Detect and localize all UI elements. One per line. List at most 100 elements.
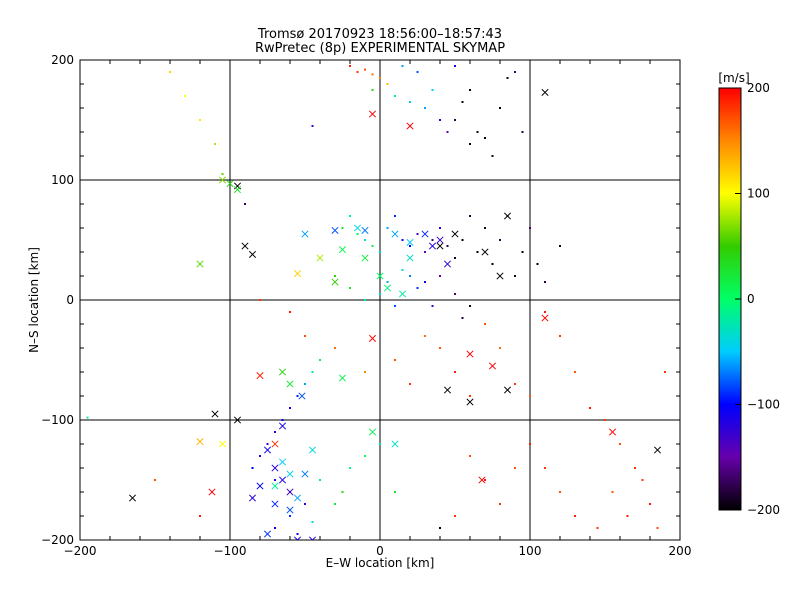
data-point-dot	[319, 479, 321, 481]
data-point-dot	[521, 131, 524, 133]
data-point-dot	[439, 527, 441, 529]
data-point-x	[353, 224, 362, 232]
data-point-dot	[424, 335, 426, 337]
data-point-dot	[439, 119, 441, 121]
colorbar-tick-label: −100	[747, 398, 780, 412]
data-point-dot	[439, 347, 441, 349]
data-point-dot	[469, 89, 471, 91]
data-point-dot	[364, 455, 366, 457]
data-point-x	[443, 260, 452, 268]
data-point-dot	[529, 443, 531, 445]
data-point-x	[398, 290, 407, 298]
data-point-dot	[349, 65, 351, 67]
data-point-x	[218, 440, 227, 448]
data-point-dot	[341, 491, 344, 493]
data-point-x	[301, 470, 309, 478]
data-point-x	[233, 186, 242, 194]
y-tick-label: 200	[51, 53, 74, 67]
data-point-dot	[409, 101, 411, 103]
data-point-x	[361, 254, 369, 262]
data-point-dot	[469, 215, 471, 217]
data-point-dot	[364, 299, 366, 301]
y-tick-label: 0	[66, 293, 74, 307]
data-point-dot	[499, 347, 501, 349]
data-point-dot	[416, 71, 419, 73]
data-point-x	[478, 476, 486, 484]
data-point-dot	[169, 71, 171, 73]
data-point-dot	[379, 77, 381, 79]
data-point-dot	[199, 119, 201, 121]
data-point-x	[248, 494, 257, 502]
data-point-dot	[476, 131, 479, 133]
data-point-dot	[506, 77, 509, 79]
data-point-x	[301, 230, 309, 238]
chart-subtitle: RwPretec (8p) EXPERIMENTAL SKYMAP	[255, 41, 505, 56]
data-point-dot	[514, 275, 516, 277]
data-point-dot	[259, 299, 261, 301]
data-point-dot	[454, 257, 456, 259]
x-tick-label: 100	[519, 544, 542, 558]
data-point-x	[271, 500, 279, 508]
data-point-x	[428, 242, 437, 250]
data-point-dot	[184, 95, 186, 97]
data-point-dot	[386, 227, 389, 229]
data-point-x	[368, 334, 377, 342]
data-point-dot	[559, 491, 561, 493]
data-point-dot	[454, 515, 456, 517]
data-point-dot	[559, 245, 561, 247]
data-point-x	[466, 398, 474, 406]
data-point-dot	[589, 407, 591, 409]
data-point-dot	[454, 65, 456, 67]
data-point-dot	[641, 479, 644, 481]
data-point-dot	[499, 503, 501, 505]
data-point-x	[481, 248, 489, 256]
data-point-dot	[409, 383, 411, 385]
data-point-x	[286, 488, 294, 496]
data-point-x	[211, 410, 219, 418]
data-point-dot	[199, 515, 201, 517]
data-point-dot	[334, 347, 336, 349]
data-point-dot	[394, 359, 396, 361]
data-point-x	[226, 180, 234, 188]
data-point-dot	[596, 527, 599, 529]
data-point-dot	[431, 305, 434, 307]
data-point-x	[256, 482, 264, 490]
data-point-x	[406, 238, 414, 246]
data-point-dot	[154, 479, 156, 481]
data-point-dot	[394, 95, 396, 97]
data-point-dot	[356, 71, 359, 73]
data-point-dot	[371, 245, 374, 247]
data-point-dot	[394, 215, 396, 217]
data-point-x	[503, 212, 512, 220]
data-point-dot	[424, 251, 426, 253]
colorbar-tick-label: 100	[747, 187, 770, 201]
data-point-dot	[454, 293, 456, 295]
data-point-dot	[349, 467, 351, 469]
data-point-x	[196, 438, 204, 446]
data-point-x	[308, 446, 317, 454]
data-point-dot	[386, 281, 389, 283]
colorbar-label: [m/s]	[718, 71, 749, 85]
data-point-dot	[401, 239, 404, 241]
data-point-dot	[349, 287, 351, 289]
x-tick-label: 200	[669, 544, 692, 558]
chart-title: Tromsø 20170923 18:56:00–18:57:43	[257, 27, 502, 42]
data-point-dot	[409, 275, 411, 277]
data-point-dot	[431, 239, 434, 241]
data-point-dot	[611, 491, 614, 493]
data-point-x	[541, 314, 549, 322]
data-point-dot	[296, 395, 299, 397]
data-point-dot	[514, 383, 516, 385]
data-point-x	[466, 350, 474, 358]
data-point-dot	[319, 359, 321, 361]
data-point-dot	[536, 263, 539, 265]
data-point-dot	[296, 533, 299, 535]
data-point-x	[368, 110, 377, 118]
data-point-dot	[334, 275, 336, 277]
data-point-x	[286, 380, 294, 388]
data-point-dot	[454, 371, 456, 373]
y-tick-label: −200	[41, 533, 74, 547]
data-point-dot	[649, 503, 651, 505]
data-point-dot	[401, 65, 404, 67]
data-point-dot	[379, 251, 381, 253]
